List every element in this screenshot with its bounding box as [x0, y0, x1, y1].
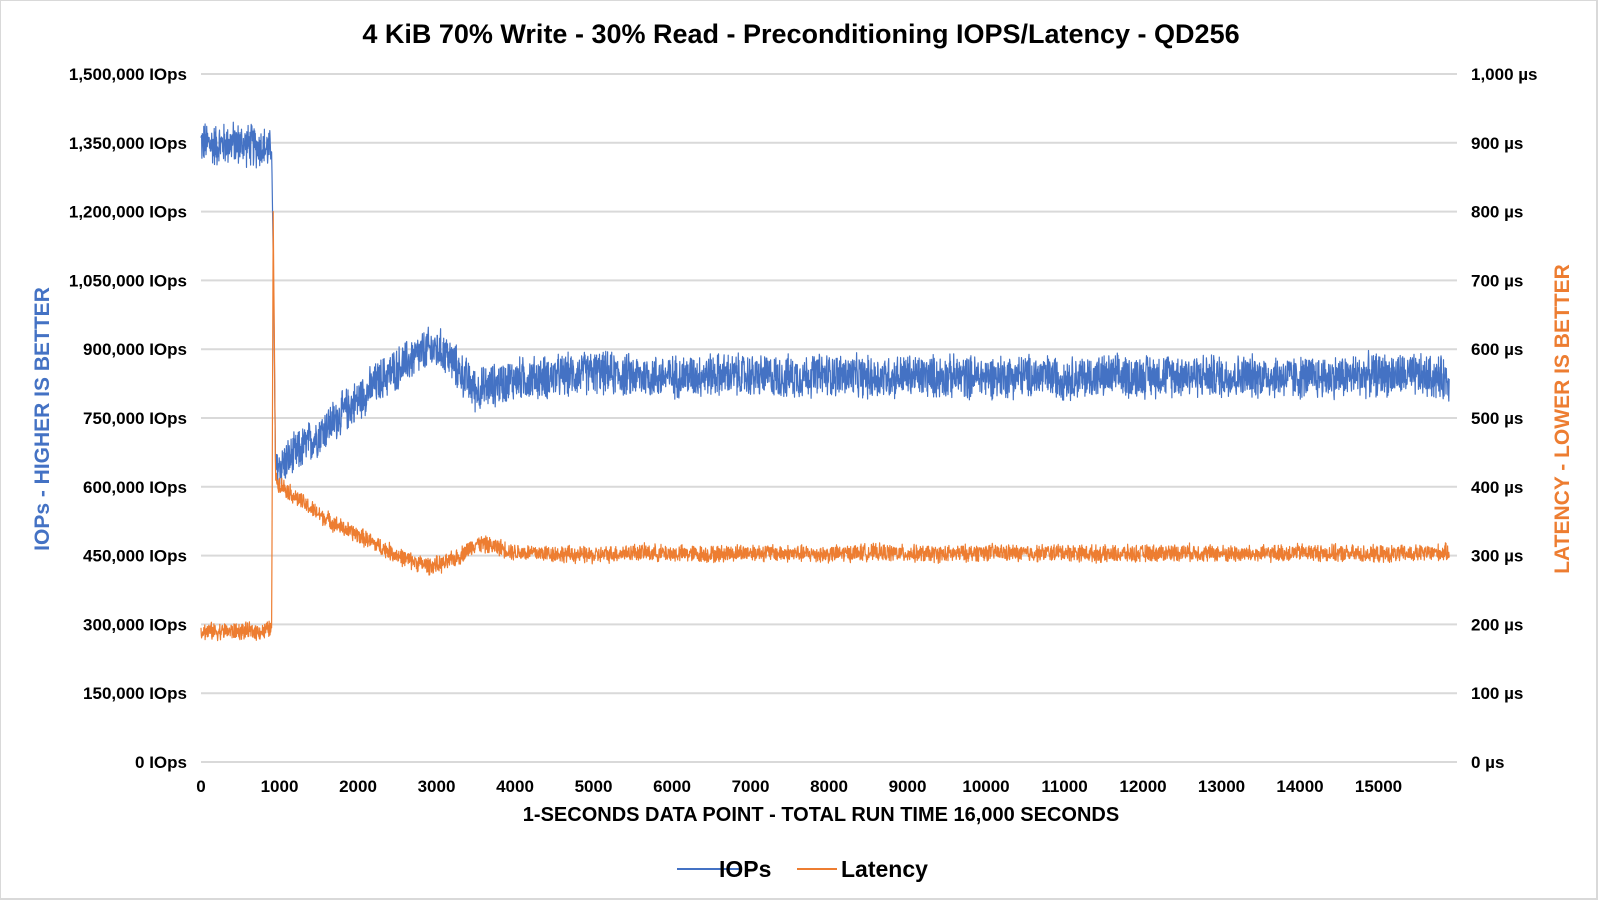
x-axis-label: 1-SECONDS DATA POINT - TOTAL RUN TIME 16… — [523, 804, 1119, 826]
x-tick-label: 4000 — [496, 777, 534, 796]
x-axis-ticks: 0 1000 2000 3000 4000 5000 6000 7000 8000 9000 100… — [196, 777, 1402, 796]
x-tick-label: 2000 — [339, 777, 377, 796]
series-line-iops — [200, 121, 1450, 485]
y2-tick-label: 500 µs — [1471, 409, 1523, 428]
y-tick-label: 750,000 IOps — [83, 409, 187, 428]
y-tick-label: 1,500,000 IOps — [69, 65, 187, 84]
x-tick-label: 9000 — [889, 777, 927, 796]
y-tick-label: 450,000 IOps — [83, 547, 187, 566]
legend-latency-label: Latency — [841, 856, 928, 882]
y-tick-label: 900,000 IOps — [83, 340, 187, 359]
x-tick-label: 0 — [196, 777, 205, 796]
y-tick-label: 1,350,000 IOps — [69, 134, 187, 153]
x-tick-label: 8000 — [810, 777, 848, 796]
y2-tick-label: 800 µs — [1471, 203, 1523, 222]
y2-tick-label: 100 µs — [1471, 684, 1523, 703]
y2-tick-label: 900 µs — [1471, 134, 1523, 153]
y-axis-right-ticks: 0 µs 100 µs 200 µs 300 µs 400 µs 500 µs 600 µs… — [1471, 65, 1538, 772]
y2-tick-label: 0 µs — [1471, 753, 1504, 772]
chart-title: 4 KiB 70% Write - 30% Read - Preconditio… — [362, 19, 1239, 49]
y-axis-right-label: LATENCY - LOWER IS BETTER — [1551, 264, 1574, 574]
series-line-latency — [200, 211, 1450, 642]
y-axis-left-label: IOPs - HIGHER IS BETTER — [31, 287, 54, 551]
legend-iops-label: IOPs — [719, 856, 771, 882]
x-tick-label: 7000 — [732, 777, 770, 796]
x-tick-label: 1000 — [261, 777, 299, 796]
y-tick-label: 0 IOps — [135, 753, 187, 772]
y-tick-label: 600,000 IOps — [83, 478, 187, 497]
x-tick-label: 11000 — [1041, 777, 1087, 796]
series-group — [200, 121, 1450, 642]
x-tick-label: 5000 — [575, 777, 613, 796]
x-tick-label: 13000 — [1198, 777, 1245, 796]
gridlines — [201, 73, 1457, 763]
y-tick-label: 300,000 IOps — [83, 615, 187, 634]
x-tick-label: 12000 — [1119, 777, 1166, 796]
y2-tick-label: 300 µs — [1471, 547, 1523, 566]
y-axis-left-ticks: 0 IOps 150,000 IOps 300,000 IOps 450,000 IO… — [69, 65, 187, 772]
x-tick-label: 6000 — [653, 777, 691, 796]
y2-tick-label: 600 µs — [1471, 340, 1523, 359]
y-tick-label: 150,000 IOps — [83, 684, 187, 703]
x-tick-label: 3000 — [418, 777, 456, 796]
y-tick-label: 1,200,000 IOps — [69, 203, 187, 222]
legend: IOPs Latency — [677, 856, 928, 882]
y2-tick-label: 400 µs — [1471, 478, 1523, 497]
y2-tick-label: 700 µs — [1471, 271, 1523, 290]
x-tick-label: 14000 — [1276, 777, 1323, 796]
y2-tick-label: 200 µs — [1471, 615, 1523, 634]
y2-tick-label: 1,000 µs — [1471, 65, 1538, 84]
y-tick-label: 1,050,000 IOps — [69, 271, 187, 290]
x-tick-label: 10000 — [962, 777, 1009, 796]
x-tick-label: 15000 — [1355, 777, 1402, 796]
